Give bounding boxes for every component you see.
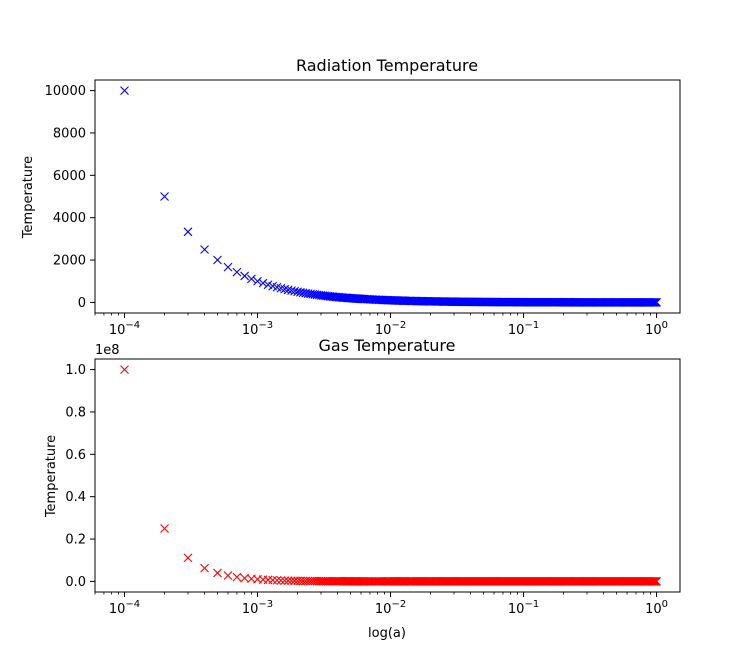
data-point	[232, 572, 242, 582]
x-tick-label: 10−3	[242, 320, 273, 338]
data-point	[247, 274, 256, 284]
data-point	[651, 297, 660, 307]
tick-group: 10−4 10−3 10−2 10−1 100 0 2000 4000 6000 8000 1000…	[45, 84, 668, 338]
y-tick-label: 10000	[45, 84, 86, 99]
data-point	[649, 577, 659, 586]
data-point	[308, 576, 318, 586]
x-tick-label: 10−3	[242, 599, 273, 617]
y-offset-label: 1e8	[95, 343, 120, 358]
data-points	[120, 365, 661, 586]
x-tick-label: 10−2	[375, 599, 406, 617]
data-point	[283, 576, 293, 586]
y-tick-label: 0.4	[65, 490, 86, 505]
y-tick-label: 1.0	[65, 363, 86, 378]
data-point	[268, 575, 278, 585]
radiation-temperature-panel: Radiation Temperature Temperature 10−4 10…	[21, 56, 681, 338]
data-point	[295, 287, 305, 297]
data-point	[253, 276, 262, 286]
chart-title: Radiation Temperature	[296, 56, 478, 75]
x-tick-label: 10−2	[375, 320, 406, 338]
x-tick-label: 10−1	[508, 320, 539, 338]
x-tick-label: 100	[645, 320, 668, 338]
data-point	[652, 297, 661, 307]
x-axis-label: log(a)	[368, 626, 406, 641]
data-point	[240, 271, 250, 281]
data-point	[276, 576, 286, 585]
y-tick-label: 0	[78, 296, 86, 311]
y-tick-label: 0.0	[65, 575, 86, 590]
x-tick-label: 10−4	[109, 599, 140, 617]
y-tick-label: 8000	[53, 126, 86, 141]
data-point	[160, 192, 169, 201]
data-point	[200, 563, 209, 573]
data-point	[293, 287, 302, 297]
data-point	[652, 577, 661, 586]
data-point	[183, 553, 193, 563]
data-points	[120, 86, 661, 307]
data-point	[183, 227, 193, 237]
data-point	[258, 278, 268, 288]
y-tick-label: 2000	[53, 254, 86, 269]
plot-frame	[94, 79, 681, 314]
data-point	[651, 577, 660, 586]
y-axis-label: Temperature	[44, 435, 59, 518]
chart-title: Gas Temperature	[319, 336, 456, 355]
data-point	[160, 524, 169, 533]
data-point	[200, 245, 209, 254]
data-point	[650, 577, 659, 586]
data-point	[272, 575, 282, 585]
data-point	[306, 576, 315, 586]
data-point	[280, 284, 290, 294]
data-point	[649, 297, 659, 307]
y-tick-label: 0.6	[65, 448, 86, 463]
data-point	[232, 267, 242, 277]
x-tick-label: 10−4	[109, 320, 140, 338]
x-tick-label: 10−1	[508, 599, 539, 617]
y-axis-label: Temperature	[21, 156, 36, 239]
tick-group: 10−4 10−3 10−2 10−1 100 0.0 0.2 0.4 0.6 0.8 1.0	[65, 363, 668, 617]
x-tick-label: 100	[645, 599, 668, 617]
y-tick-label: 4000	[53, 211, 86, 226]
data-point	[650, 297, 659, 307]
data-point	[120, 86, 129, 95]
data-point	[213, 255, 222, 265]
y-tick-label: 0.2	[65, 533, 86, 548]
data-point	[223, 571, 233, 580]
data-point	[120, 365, 129, 374]
data-point	[213, 568, 222, 578]
plot-frame	[94, 358, 681, 593]
data-point	[223, 262, 233, 272]
y-tick-label: 6000	[53, 169, 86, 184]
data-point	[648, 297, 658, 307]
gas-temperature-panel: Gas Temperature Temperature log(a) 1e8 1…	[44, 336, 681, 641]
data-point	[648, 577, 658, 586]
y-tick-label: 0.8	[65, 405, 86, 420]
data-point	[280, 576, 290, 585]
